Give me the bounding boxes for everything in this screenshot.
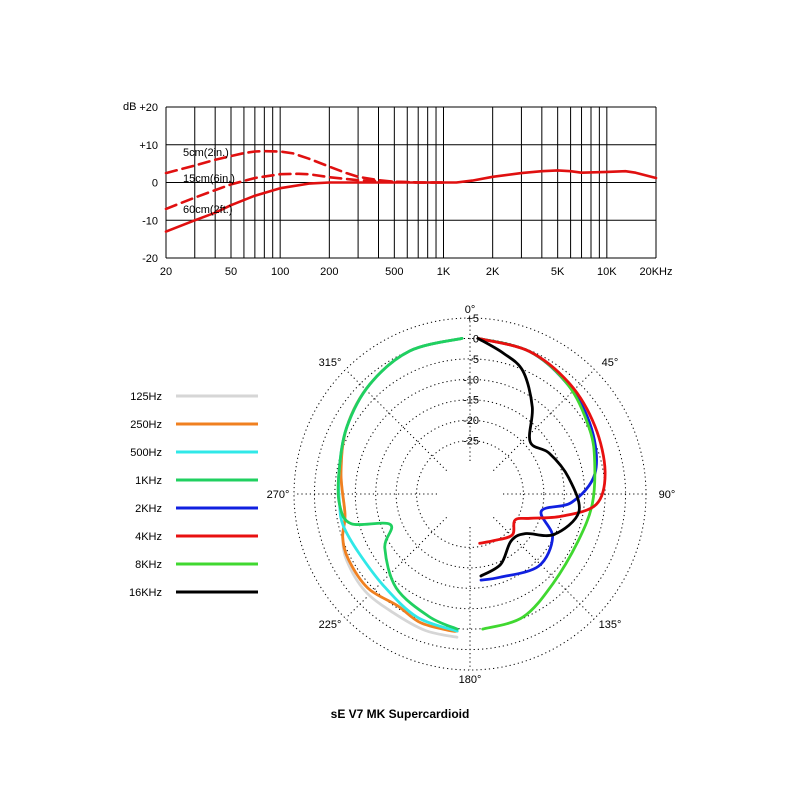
frequency-series-label: 5cm(2in.) bbox=[183, 147, 229, 159]
x-tick-label: 200 bbox=[320, 266, 338, 278]
radial-tick-label: -15 bbox=[463, 395, 479, 407]
y-tick-label: +20 bbox=[139, 102, 158, 114]
x-tick-label: 100 bbox=[271, 266, 289, 278]
angle-label: 90° bbox=[659, 489, 676, 501]
legend-label: 500Hz bbox=[130, 447, 162, 459]
polar-spoke bbox=[345, 516, 448, 619]
polar-series-2khz bbox=[476, 337, 598, 582]
polar-ring bbox=[375, 399, 565, 589]
radial-tick-label: -10 bbox=[463, 374, 479, 386]
legend-label: 2KHz bbox=[135, 503, 162, 515]
y-axis-label: dB bbox=[123, 101, 136, 113]
frequency-series-line bbox=[164, 172, 445, 211]
x-tick-label: 2K bbox=[486, 266, 500, 278]
x-tick-label: 1K bbox=[437, 266, 451, 278]
y-tick-label: +10 bbox=[139, 140, 158, 152]
polar-spoke bbox=[492, 369, 595, 472]
polar-ring bbox=[395, 419, 545, 569]
y-tick-label: -10 bbox=[142, 215, 158, 227]
polar-labels: +5 0 -5 -10 -15 -20 -25 0° 45° 90° 135° 180° 225° 270… bbox=[267, 304, 676, 686]
radial-tick-label: -25 bbox=[463, 436, 479, 448]
polar-series-250hz bbox=[339, 337, 464, 633]
polar-spoke bbox=[492, 516, 595, 619]
radial-tick-label: -5 bbox=[469, 354, 479, 366]
polar-ring bbox=[334, 358, 606, 630]
y-tick-label: 0 bbox=[152, 178, 158, 190]
x-tick-label: 20KHz bbox=[639, 266, 672, 278]
angle-label: 135° bbox=[599, 619, 622, 631]
frequency-curves bbox=[164, 149, 658, 233]
angle-label: 45° bbox=[602, 357, 619, 369]
radial-tick-label: 0 bbox=[473, 333, 479, 345]
x-tick-label: 20 bbox=[160, 266, 172, 278]
polar-series-1khz bbox=[336, 337, 464, 631]
frequency-series-label: 60cm(2ft.) bbox=[183, 204, 233, 216]
polar-ring bbox=[416, 440, 524, 548]
polar-series-16khz bbox=[476, 337, 581, 578]
polar-spoke bbox=[345, 369, 448, 472]
angle-label: 270° bbox=[267, 489, 290, 501]
radial-tick-label: -20 bbox=[463, 415, 479, 427]
angle-label: 0° bbox=[465, 304, 476, 316]
frequency-series-line bbox=[164, 169, 658, 233]
polar-grid bbox=[293, 317, 647, 671]
chart-caption: sE V7 MK Supercardioid bbox=[331, 707, 470, 721]
polar-series-8khz bbox=[476, 337, 597, 631]
legend-label: 4KHz bbox=[135, 531, 162, 543]
x-tick-label: 500 bbox=[385, 266, 403, 278]
radial-tick-label: +5 bbox=[466, 313, 479, 325]
angle-label: 315° bbox=[319, 357, 342, 369]
angle-label: 180° bbox=[459, 674, 482, 686]
polar-curves bbox=[336, 337, 607, 639]
polar-pattern-chart: +5 0 -5 -10 -15 -20 -25 0° 45° 90° 135° 180° 225° 270… bbox=[267, 304, 676, 686]
legend-label: 250Hz bbox=[130, 419, 162, 431]
x-tick-label: 10K bbox=[597, 266, 617, 278]
polar-ring bbox=[354, 378, 586, 610]
legend-label: 125Hz bbox=[130, 391, 162, 403]
angle-label: 225° bbox=[319, 619, 342, 631]
legend-label: 16KHz bbox=[129, 587, 162, 599]
x-tick-label: 50 bbox=[225, 266, 237, 278]
legend: 125Hz 250Hz 500Hz 1KHz 2KHz 4KHz 8KHz 16KHz bbox=[129, 391, 258, 599]
legend-label: 8KHz bbox=[135, 559, 162, 571]
polar-series-125hz bbox=[339, 337, 464, 639]
y-tick-label: -20 bbox=[142, 253, 158, 265]
frequency-series-label: 15cm(6in.) bbox=[183, 173, 235, 185]
x-tick-label: 5K bbox=[551, 266, 565, 278]
legend-label: 1KHz bbox=[135, 475, 162, 487]
